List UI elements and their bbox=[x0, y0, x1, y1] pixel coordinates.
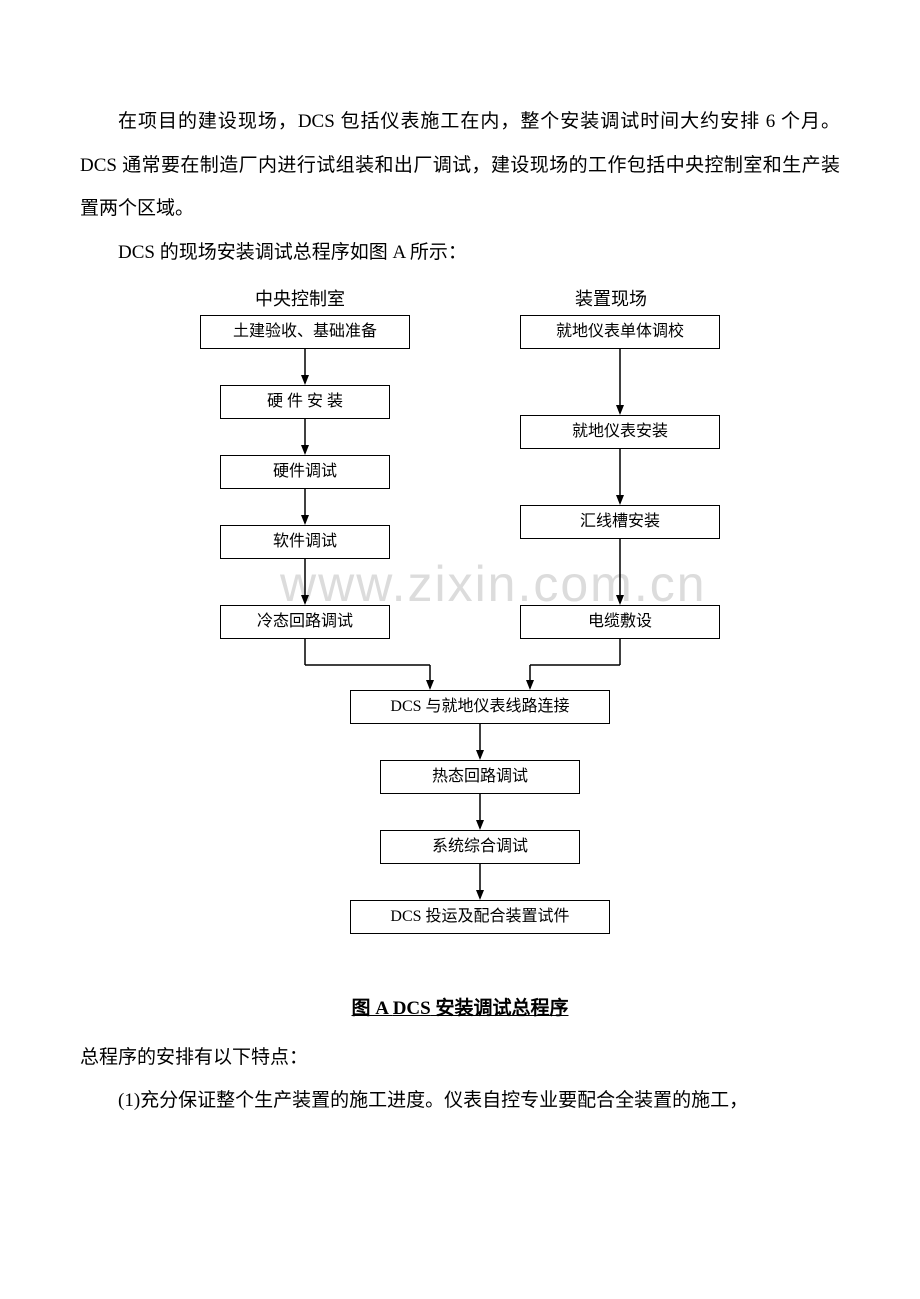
caption-latin: DCS bbox=[393, 998, 431, 1019]
flowchart-diagram: www.zixin.com.cn 中央控制室 装置现场 土建验收、基础准备 硬 … bbox=[150, 285, 770, 965]
caption-prefix: 图 A bbox=[352, 998, 393, 1019]
paragraph-1: 在项目的建设现场，DCS 包括仪表施工在内，整个安装调试时间大约安排 6 个月。… bbox=[80, 100, 840, 231]
node-r1: 就地仪表单体调校 bbox=[520, 315, 720, 349]
node-l1: 土建验收、基础准备 bbox=[200, 315, 410, 349]
node-r4: 电缆敷设 bbox=[520, 605, 720, 639]
node-l3: 硬件调试 bbox=[220, 455, 390, 489]
right-column-title: 装置现场 bbox=[575, 285, 647, 311]
paragraph-4: (1)充分保证整个生产装置的施工进度。仪表自控专业要配合全装置的施工， bbox=[80, 1079, 840, 1123]
node-m2: 热态回路调试 bbox=[380, 760, 580, 794]
node-r3: 汇线槽安装 bbox=[520, 505, 720, 539]
node-l2: 硬 件 安 装 bbox=[220, 385, 390, 419]
node-r2: 就地仪表安装 bbox=[520, 415, 720, 449]
figure-caption: 图 A DCS 安装调试总程序 bbox=[80, 993, 840, 1020]
node-l4: 软件调试 bbox=[220, 525, 390, 559]
node-l5: 冷态回路调试 bbox=[220, 605, 390, 639]
caption-suffix: 安装调试总程序 bbox=[431, 998, 569, 1019]
node-m3: 系统综合调试 bbox=[380, 830, 580, 864]
node-m1: DCS 与就地仪表线路连接 bbox=[350, 690, 610, 724]
left-column-title: 中央控制室 bbox=[255, 285, 345, 311]
node-m4: DCS 投运及配合装置试件 bbox=[350, 900, 610, 934]
paragraph-2: DCS 的现场安装调试总程序如图 A 所示： bbox=[80, 231, 840, 275]
document-page: 在项目的建设现场，DCS 包括仪表施工在内，整个安装调试时间大约安排 6 个月。… bbox=[0, 0, 920, 1299]
paragraph-3: 总程序的安排有以下特点： bbox=[80, 1036, 840, 1080]
